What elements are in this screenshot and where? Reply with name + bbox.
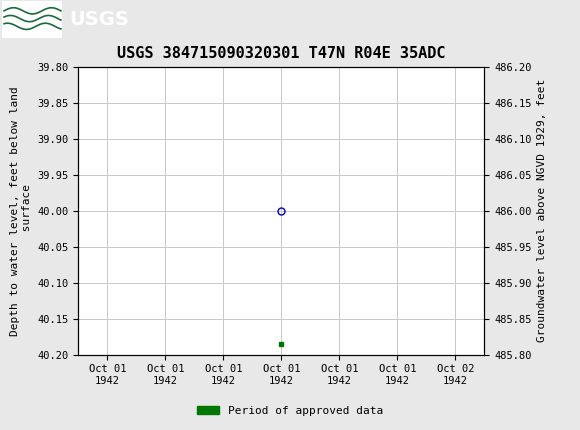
Y-axis label: Depth to water level, feet below land
 surface: Depth to water level, feet below land su… bbox=[10, 86, 32, 335]
Bar bbox=[3, 2, 61, 37]
Title: USGS 384715090320301 T47N R04E 35ADC: USGS 384715090320301 T47N R04E 35ADC bbox=[117, 46, 445, 61]
Legend: Period of approved data: Period of approved data bbox=[193, 401, 387, 420]
Y-axis label: Groundwater level above NGVD 1929, feet: Groundwater level above NGVD 1929, feet bbox=[537, 79, 547, 342]
Text: USGS: USGS bbox=[70, 10, 129, 29]
